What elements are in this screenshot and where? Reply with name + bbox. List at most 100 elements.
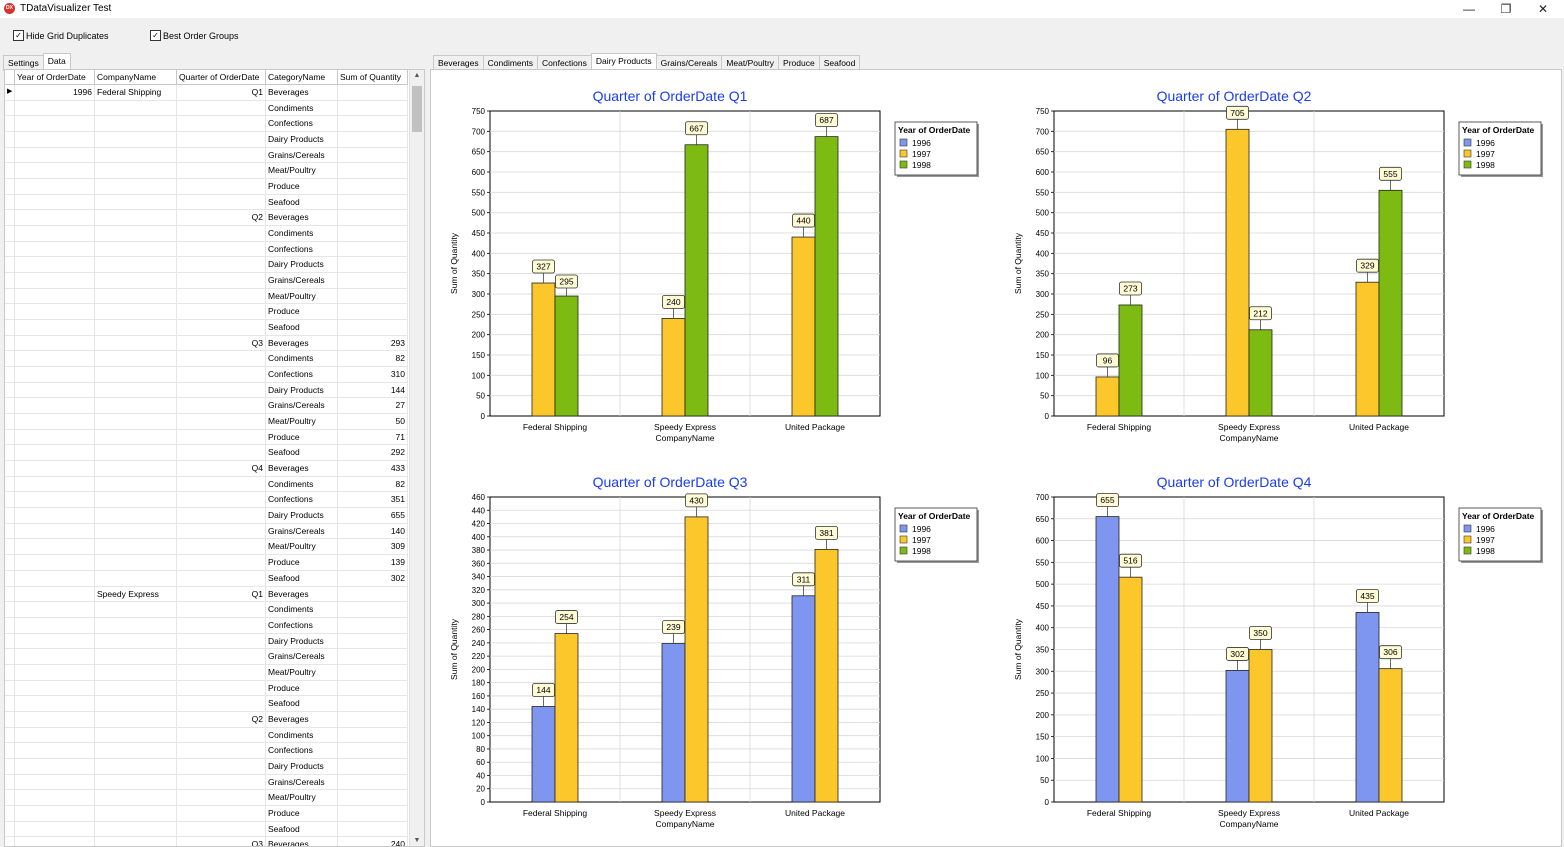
cell-quarter[interactable] xyxy=(177,163,266,179)
table-row[interactable]: Grains/Cereals xyxy=(5,147,408,164)
cell-year[interactable] xyxy=(15,664,95,680)
row-indicator[interactable] xyxy=(5,821,15,837)
cell-quarter[interactable] xyxy=(177,147,266,163)
cell-category[interactable]: Condiments xyxy=(266,727,338,743)
cell-company[interactable] xyxy=(95,351,177,367)
cell-quantity[interactable] xyxy=(338,100,408,116)
cell-year[interactable] xyxy=(15,539,95,555)
table-row[interactable]: Confections xyxy=(5,617,408,634)
cell-year[interactable] xyxy=(15,790,95,805)
cell-company[interactable] xyxy=(95,523,177,539)
cell-quarter[interactable] xyxy=(177,257,266,273)
row-indicator[interactable] xyxy=(5,241,15,257)
bar-1996[interactable] xyxy=(1355,612,1380,803)
cell-category[interactable]: Meat/Poultry xyxy=(266,790,338,805)
cell-year[interactable] xyxy=(15,617,95,633)
bar-1998[interactable] xyxy=(1118,304,1143,417)
cell-year[interactable] xyxy=(15,696,95,711)
tab-data[interactable]: Data xyxy=(42,53,71,71)
cell-company[interactable]: Speedy Express xyxy=(95,586,177,602)
cell-quarter[interactable] xyxy=(177,790,266,805)
cell-year[interactable] xyxy=(15,461,95,476)
cell-quantity[interactable]: 310 xyxy=(338,367,408,382)
cell-quarter[interactable] xyxy=(177,226,266,241)
cell-category[interactable]: Produce xyxy=(266,680,338,696)
cell-year[interactable] xyxy=(15,586,95,602)
table-row[interactable]: Grains/Cereals xyxy=(5,774,408,791)
cell-quantity[interactable]: 71 xyxy=(338,429,408,445)
table-row[interactable]: Meat/Poultry xyxy=(5,163,408,180)
cell-year[interactable] xyxy=(15,335,95,351)
cell-year[interactable] xyxy=(15,602,95,617)
table-row[interactable]: Meat/Poultry 50 xyxy=(5,414,408,430)
row-indicator[interactable] xyxy=(5,617,15,633)
cell-company[interactable] xyxy=(95,257,177,273)
cell-quarter[interactable] xyxy=(177,664,266,680)
cell-company[interactable] xyxy=(95,649,177,664)
cell-quantity[interactable] xyxy=(338,273,408,288)
cell-year[interactable] xyxy=(15,555,95,570)
cell-quantity[interactable]: 240 xyxy=(338,837,408,846)
cell-category[interactable]: Confections xyxy=(266,116,338,132)
cell-company[interactable] xyxy=(95,116,177,132)
bar-1998[interactable] xyxy=(1248,329,1273,417)
cell-quantity[interactable]: 293 xyxy=(338,335,408,351)
scrollbar-thumb[interactable] xyxy=(412,86,422,132)
cell-quantity[interactable] xyxy=(338,711,408,727)
cell-quantity[interactable]: 655 xyxy=(338,508,408,523)
cell-category[interactable]: Beverages xyxy=(266,711,338,727)
cell-quantity[interactable]: 27 xyxy=(338,398,408,414)
cell-company[interactable] xyxy=(95,132,177,147)
bar-1996[interactable] xyxy=(1095,516,1120,803)
data-grid[interactable]: Year of OrderDate CompanyName Quarter of… xyxy=(5,70,408,846)
cell-company[interactable] xyxy=(95,100,177,116)
column-header-quarter[interactable]: Quarter of OrderDate xyxy=(177,70,266,84)
cell-quantity[interactable] xyxy=(338,288,408,304)
cell-quantity[interactable] xyxy=(338,790,408,805)
table-row[interactable]: Dairy Products 655 xyxy=(5,508,408,524)
cell-quarter[interactable] xyxy=(177,555,266,570)
bar-1997[interactable] xyxy=(1095,376,1120,417)
table-row[interactable]: Confections xyxy=(5,116,408,133)
table-row[interactable]: Dairy Products 144 xyxy=(5,382,408,399)
cell-quantity[interactable] xyxy=(338,633,408,649)
cell-category[interactable]: Grains/Cereals xyxy=(266,649,338,664)
cell-year[interactable] xyxy=(15,414,95,429)
cell-year[interactable] xyxy=(15,226,95,241)
cell-company[interactable] xyxy=(95,476,177,492)
table-row[interactable]: Q3 Beverages 240 xyxy=(5,837,408,846)
row-indicator[interactable] xyxy=(5,382,15,398)
cell-year[interactable] xyxy=(15,194,95,210)
bar-1997[interactable] xyxy=(1118,576,1143,803)
cell-year[interactable] xyxy=(15,132,95,147)
cell-category[interactable]: Beverages xyxy=(266,85,338,100)
cell-year[interactable] xyxy=(15,257,95,273)
cell-year[interactable] xyxy=(15,288,95,304)
cell-quantity[interactable] xyxy=(338,602,408,617)
table-row[interactable]: Confections xyxy=(5,241,408,258)
cell-category[interactable]: Grains/Cereals xyxy=(266,774,338,790)
row-indicator[interactable] xyxy=(5,727,15,743)
table-row[interactable]: Seafood xyxy=(5,696,408,712)
row-indicator[interactable] xyxy=(5,461,15,476)
table-row[interactable]: Seafood 302 xyxy=(5,570,408,587)
row-indicator[interactable] xyxy=(5,179,15,194)
cell-quantity[interactable]: 302 xyxy=(338,570,408,586)
cell-quantity[interactable] xyxy=(338,179,408,194)
cell-category[interactable]: Meat/Poultry xyxy=(266,664,338,680)
cell-category[interactable]: Grains/Cereals xyxy=(266,523,338,539)
cell-quarter[interactable] xyxy=(177,304,266,320)
cell-category[interactable]: Beverages xyxy=(266,586,338,602)
restore-button[interactable]: ❐ xyxy=(1500,2,1512,16)
row-indicator[interactable] xyxy=(5,273,15,288)
row-indicator[interactable] xyxy=(5,257,15,273)
cell-quarter[interactable] xyxy=(177,633,266,649)
column-header-quantity[interactable]: Sum of Quantity xyxy=(338,70,408,84)
row-indicator[interactable] xyxy=(5,398,15,414)
cell-company[interactable] xyxy=(95,163,177,179)
cell-quarter[interactable] xyxy=(177,367,266,382)
cell-quantity[interactable] xyxy=(338,116,408,132)
cell-company[interactable] xyxy=(95,429,177,445)
table-row[interactable]: Grains/Cereals xyxy=(5,273,408,289)
bar-1997[interactable] xyxy=(531,282,556,417)
